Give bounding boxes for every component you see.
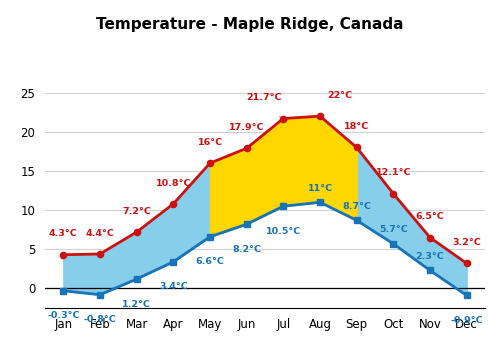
Text: 10.8°C: 10.8°C — [156, 178, 191, 188]
Text: -0.3°C: -0.3°C — [47, 311, 80, 320]
Text: 1.2°C: 1.2°C — [122, 300, 151, 309]
Text: 18°C: 18°C — [344, 122, 370, 131]
Text: 6.5°C: 6.5°C — [416, 212, 444, 221]
Text: Temperature - Maple Ridge, Canada: Temperature - Maple Ridge, Canada — [96, 18, 404, 33]
Legend: Low Temp. (°C), High Temp. (°C): Low Temp. (°C), High Temp. (°C) — [42, 0, 298, 5]
Text: 7.2°C: 7.2°C — [122, 207, 151, 216]
Text: 4.4°C: 4.4°C — [86, 229, 114, 238]
Text: 17.9°C: 17.9°C — [229, 123, 264, 132]
Text: 10.5°C: 10.5°C — [266, 227, 301, 236]
Text: 22°C: 22°C — [327, 91, 352, 100]
Text: 4.3°C: 4.3°C — [49, 229, 78, 238]
Text: 3.4°C: 3.4°C — [159, 282, 188, 291]
Text: 2.3°C: 2.3°C — [416, 252, 444, 261]
Text: 11°C: 11°C — [308, 184, 332, 193]
Text: 12.1°C: 12.1°C — [376, 168, 411, 177]
Text: 6.6°C: 6.6°C — [196, 257, 224, 266]
Text: 3.2°C: 3.2°C — [452, 238, 481, 247]
Text: -0.9°C: -0.9°C — [450, 316, 483, 325]
Text: 8.7°C: 8.7°C — [342, 202, 371, 211]
Text: 8.2°C: 8.2°C — [232, 245, 261, 254]
Text: 5.7°C: 5.7°C — [379, 225, 408, 234]
Text: 16°C: 16°C — [198, 138, 222, 147]
Text: 21.7°C: 21.7°C — [246, 93, 282, 102]
Text: -0.8°C: -0.8°C — [84, 315, 116, 324]
